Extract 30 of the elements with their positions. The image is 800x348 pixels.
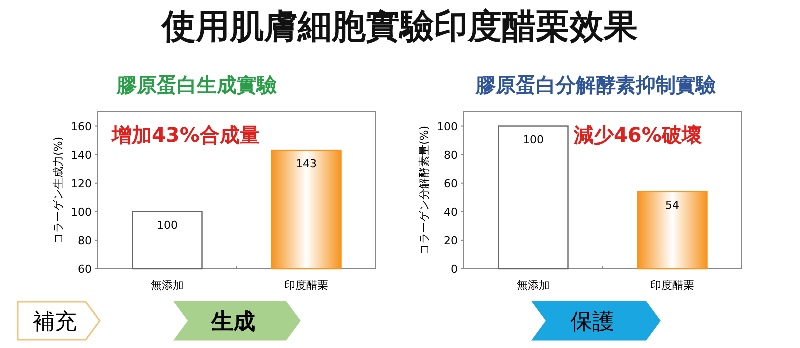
x-tick-label: 無添加 <box>517 279 550 292</box>
data-label: 100 <box>523 133 544 146</box>
text: 生成 <box>210 310 256 335</box>
y-tick-label: 40 <box>444 206 458 219</box>
y-tick-label: 0 <box>451 263 458 276</box>
y-tick-label: 80 <box>78 234 92 248</box>
text: 補充 <box>33 310 77 335</box>
chart-title: 膠原蛋白分解酵素抑制實驗 <box>475 73 717 97</box>
annotation: 增加43%合成量 <box>111 123 260 147</box>
x-tick-label: 無添加 <box>151 279 184 292</box>
y-tick-label: 100 <box>437 120 458 134</box>
y-tick-label: 60 <box>444 177 458 190</box>
x-tick-label: 印度醋栗 <box>650 279 694 292</box>
data-label: 54 <box>666 198 680 212</box>
y-tick-label: 140 <box>71 148 92 162</box>
y-tick-label: 160 <box>71 120 92 134</box>
y-tick-label: 100 <box>71 206 92 219</box>
text: 使用肌膚細胞實驗印度醋栗效果 <box>161 7 638 47</box>
text: 保護 <box>570 310 614 335</box>
annotation: 減少46%破壞 <box>573 123 703 147</box>
y-tick-label: 80 <box>444 148 458 162</box>
chart-title: 膠原蛋白生成實驗 <box>116 73 278 97</box>
y-tick-label: 120 <box>71 177 92 190</box>
data-label: 143 <box>296 158 317 171</box>
x-tick-label: 印度醋栗 <box>284 279 328 292</box>
y-axis-title: コラーゲン生成力(%) <box>52 136 65 244</box>
y-tick-label: 20 <box>444 234 458 248</box>
data-label: 100 <box>157 218 178 232</box>
y-tick-label: 60 <box>78 263 92 276</box>
y-axis-title: コラーゲン分解酵素量(%) <box>418 126 431 256</box>
